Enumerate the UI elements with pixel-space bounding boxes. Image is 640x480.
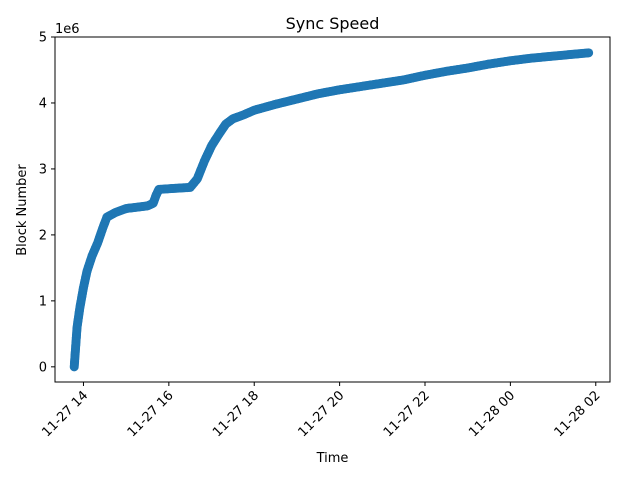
data-point [164,184,174,194]
data-point [569,49,579,59]
data-point [271,99,281,109]
data-point [71,342,81,352]
data-point [505,56,515,66]
data-point [132,202,142,212]
y-axis-offset-label: 1e6 [55,22,80,37]
plot-area-frame [54,36,611,383]
data-point [207,141,217,151]
y-axis-ticks: 0 1 2 3 4 5 [39,31,55,375]
data-point [228,114,238,124]
data-point [175,183,185,193]
data-point [356,81,366,91]
data-point [185,182,195,192]
data-points [69,48,594,372]
data-point [420,70,430,80]
y-tick-label: 5 [39,31,47,46]
data-point [78,283,88,293]
y-tick-label: 1 [39,294,47,309]
data-point [377,78,387,88]
y-tick-label: 3 [39,162,47,177]
data-point [484,59,494,69]
x-axis-label: Time [316,451,349,466]
data-point [527,53,537,63]
y-tick-label: 0 [39,360,47,375]
data-point [399,75,409,85]
data-point [87,251,97,261]
data-point [313,89,323,99]
data-point [121,204,131,214]
data-point [110,207,120,217]
y-axis-label: Block Number [15,164,30,256]
data-point [584,48,594,58]
data-point [98,223,108,233]
data-point [72,322,82,332]
data-point [335,85,345,95]
data-point [69,362,79,372]
data-point [249,105,259,115]
data-point [214,130,224,140]
data-point [221,119,231,129]
data-point [239,110,249,120]
data-point [82,266,92,276]
data-point [102,212,112,222]
data-point [441,66,451,76]
data-point [463,63,473,73]
data-point [154,184,164,194]
data-point [548,51,558,61]
data-point [199,156,209,166]
data-point [75,302,85,312]
data-point [292,94,302,104]
data-point [192,174,202,184]
y-tick-label: 2 [39,228,47,243]
chart-title: Sync Speed [286,14,380,33]
data-point [148,198,158,208]
data-point [93,238,103,248]
y-tick-label: 4 [39,96,47,111]
